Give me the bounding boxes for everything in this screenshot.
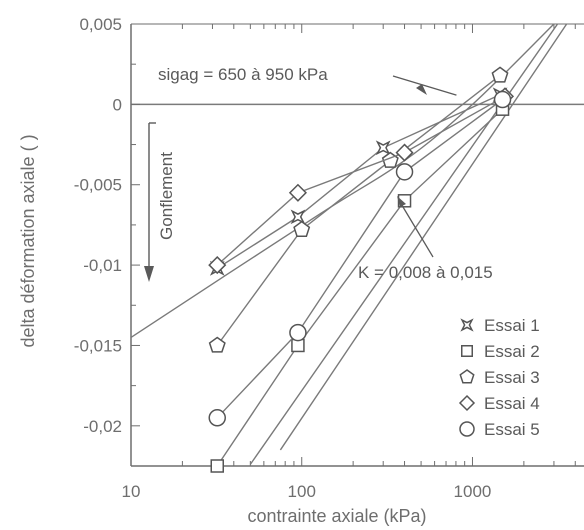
y-tick-label: 0,005 [79, 15, 122, 34]
fit-line [279, 24, 568, 451]
legend-item: Essai 1 [460, 316, 540, 335]
legend: Essai 1 Essai 2 Essai 3 Essai 4 Essai 5 [458, 316, 540, 439]
data-point [461, 345, 473, 357]
data-point [293, 220, 311, 237]
data-point [290, 209, 306, 225]
y-tick-label: -0,02 [83, 417, 122, 436]
y-tick-label: -0,005 [74, 176, 122, 195]
fit-line [249, 24, 559, 465]
data-point [459, 369, 475, 384]
data-point [460, 318, 474, 332]
y-tick-label: -0,015 [74, 336, 122, 355]
legend-item: Essai 4 [458, 394, 540, 413]
data-point [395, 163, 414, 181]
x-tick-label: 100 [288, 482, 316, 501]
annotation-k: K = 0,008 à 0,015 [358, 263, 493, 282]
data-point [208, 336, 226, 353]
x-tick-label: 1000 [454, 482, 492, 501]
data-point [288, 183, 307, 202]
series-line [216, 95, 506, 266]
data-point [208, 409, 226, 427]
legend-item: Essai 2 [461, 342, 540, 361]
legend-item: Essai 3 [459, 368, 540, 387]
legend-label: Essai 1 [484, 316, 540, 335]
series-group [208, 66, 515, 473]
data-point [289, 323, 307, 342]
series-line [216, 108, 503, 467]
annotations: sigag = 650 à 950 kPa K = 0,008 à 0,015 Go… [144, 65, 493, 282]
legend-label: Essai 2 [484, 342, 540, 361]
annotation-arrowhead-sigag [416, 84, 427, 95]
data-point [491, 66, 509, 83]
data-point [459, 421, 475, 437]
legend-item: Essai 5 [459, 420, 540, 439]
data-point [493, 90, 512, 109]
series-line [216, 74, 501, 346]
annotation-arrow-sigag [392, 75, 457, 96]
series-essai-4 [208, 87, 515, 275]
swelling-label: Gonflement [157, 152, 176, 240]
swelling-arrowhead [144, 266, 154, 282]
y-tick-label: 0 [113, 95, 122, 114]
data-point [395, 143, 414, 162]
series-essai-5 [208, 90, 512, 427]
annotation-sigag: sigag = 650 à 950 kPa [158, 65, 328, 84]
legend-label: Essai 3 [484, 368, 540, 387]
legend-label: Essai 4 [484, 394, 540, 413]
legend-label: Essai 5 [484, 420, 540, 439]
data-point [458, 394, 476, 412]
annotation-arrowhead-k [397, 196, 406, 207]
y-tick-label: -0,01 [83, 256, 122, 275]
y-axis-label: delta déformation axiale ( ) [18, 134, 38, 347]
tick-labels: 10 100 1000 0,005 0 -0,005 -0,01 -0,015 -0,02 [74, 15, 492, 501]
data-point [375, 140, 391, 156]
x-axis-label: contrainte axiale (kPa) [247, 506, 426, 526]
series-line [216, 98, 503, 419]
annotation-arrow-k [399, 201, 434, 258]
data-point [208, 256, 227, 275]
x-tick-label: 10 [122, 482, 141, 501]
data-point [210, 459, 224, 473]
